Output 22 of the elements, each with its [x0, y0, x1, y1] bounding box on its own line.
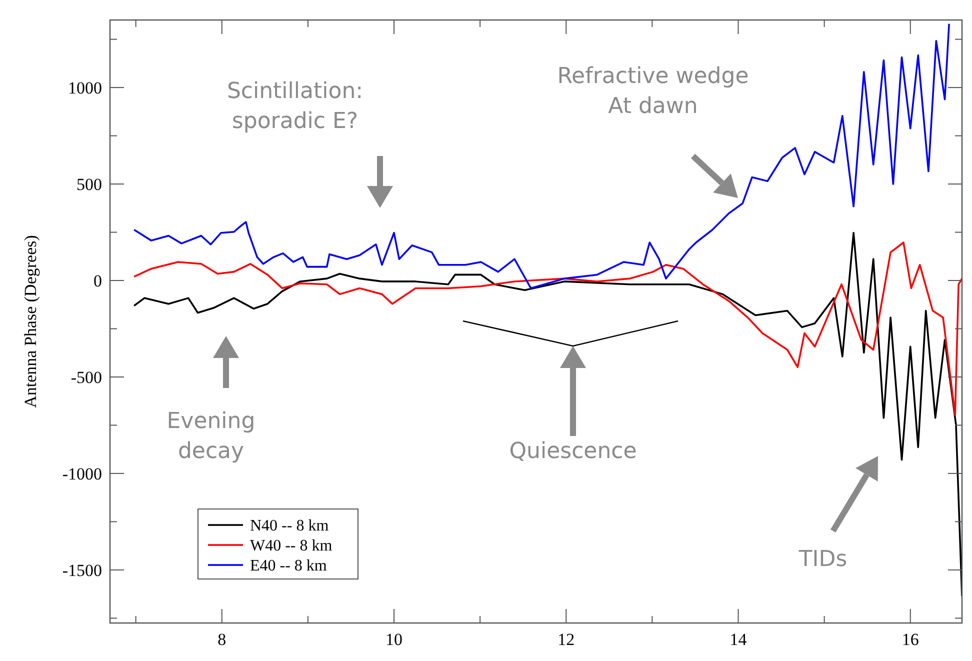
- y-tick-label: -1000: [62, 464, 102, 484]
- x-tick-label: 10: [386, 630, 402, 649]
- annotation: Quiescence: [509, 439, 637, 464]
- y-tick-label: -500: [70, 368, 102, 387]
- y-axis-title: Antenna Phase (Degrees): [21, 235, 40, 408]
- annotation: Evening decay: [166, 409, 256, 464]
- legend-label: E40 -- 8 km: [250, 558, 328, 575]
- y-tick-label: 500: [76, 174, 102, 194]
- legend-label: N40 -- 8 km: [250, 518, 330, 535]
- y-tick-label: 0: [94, 271, 102, 290]
- x-tick-label: 12: [558, 630, 575, 649]
- x-tick-label: 8: [218, 630, 226, 649]
- annotation: TIDs: [798, 547, 848, 572]
- y-tick-label: 1000: [68, 78, 102, 98]
- line-series: [133, 22, 950, 290]
- x-tick-label: 16: [902, 630, 919, 649]
- legend-label: W40 -- 8 km: [250, 538, 333, 555]
- line-series: [133, 232, 962, 598]
- y-tick-label: -1500: [62, 560, 102, 580]
- x-tick-label: 14: [730, 630, 748, 649]
- annotation: Scintillation: sporadic E?: [226, 79, 364, 134]
- annotation: Refractive wedge At dawn: [557, 64, 749, 119]
